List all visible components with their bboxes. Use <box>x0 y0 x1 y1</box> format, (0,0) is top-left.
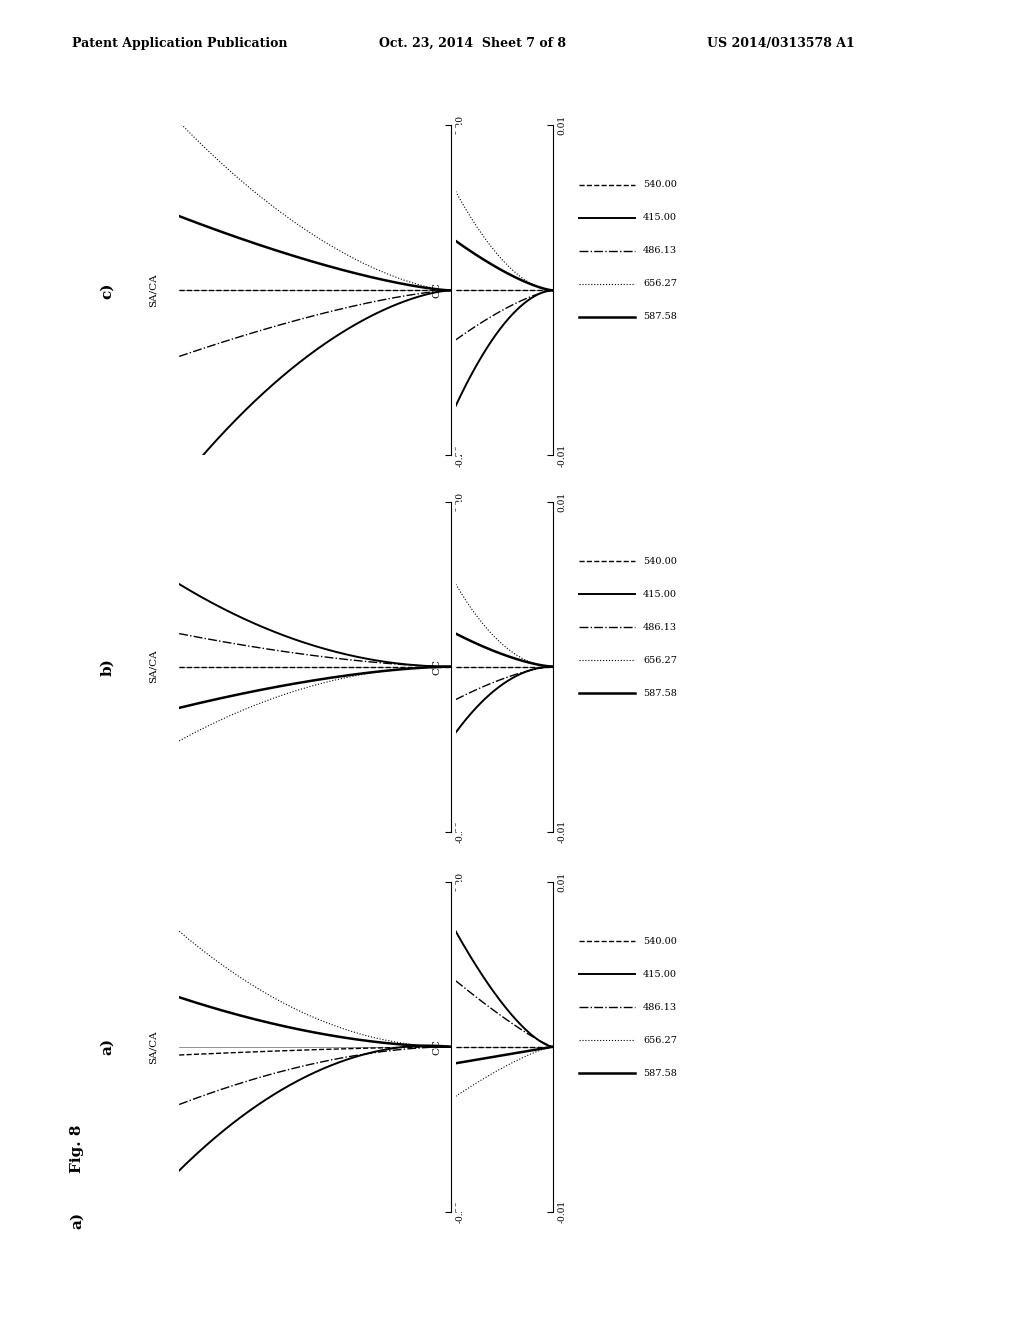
Text: 587.58: 587.58 <box>643 1069 677 1077</box>
Text: CC: CC <box>433 1039 441 1055</box>
Text: 415.00: 415.00 <box>643 214 677 222</box>
Text: CC: CC <box>433 282 441 298</box>
Text: a): a) <box>70 1212 84 1229</box>
Text: a): a) <box>100 1039 115 1055</box>
Text: Oct. 23, 2014  Sheet 7 of 8: Oct. 23, 2014 Sheet 7 of 8 <box>379 37 566 50</box>
Text: 656.27: 656.27 <box>643 280 677 288</box>
Text: c): c) <box>100 282 115 298</box>
Text: b): b) <box>100 657 115 676</box>
Text: 540.00: 540.00 <box>643 557 677 565</box>
Text: 540.00: 540.00 <box>643 937 677 945</box>
Text: 540.00: 540.00 <box>643 181 677 189</box>
Text: 415.00: 415.00 <box>643 970 677 978</box>
Text: Fig. 8: Fig. 8 <box>70 1125 84 1172</box>
Text: 656.27: 656.27 <box>643 1036 677 1044</box>
Text: 486.13: 486.13 <box>643 1003 677 1011</box>
Text: Patent Application Publication: Patent Application Publication <box>72 37 287 50</box>
Text: 587.58: 587.58 <box>643 313 677 321</box>
Text: SA/CA: SA/CA <box>150 273 158 308</box>
Text: 415.00: 415.00 <box>643 590 677 598</box>
Text: US 2014/0313578 A1: US 2014/0313578 A1 <box>707 37 854 50</box>
Text: 486.13: 486.13 <box>643 623 677 631</box>
Text: CC: CC <box>433 659 441 675</box>
Text: 587.58: 587.58 <box>643 689 677 697</box>
Text: SA/CA: SA/CA <box>150 1030 158 1064</box>
Text: 486.13: 486.13 <box>643 247 677 255</box>
Text: SA/CA: SA/CA <box>150 649 158 684</box>
Text: 656.27: 656.27 <box>643 656 677 664</box>
